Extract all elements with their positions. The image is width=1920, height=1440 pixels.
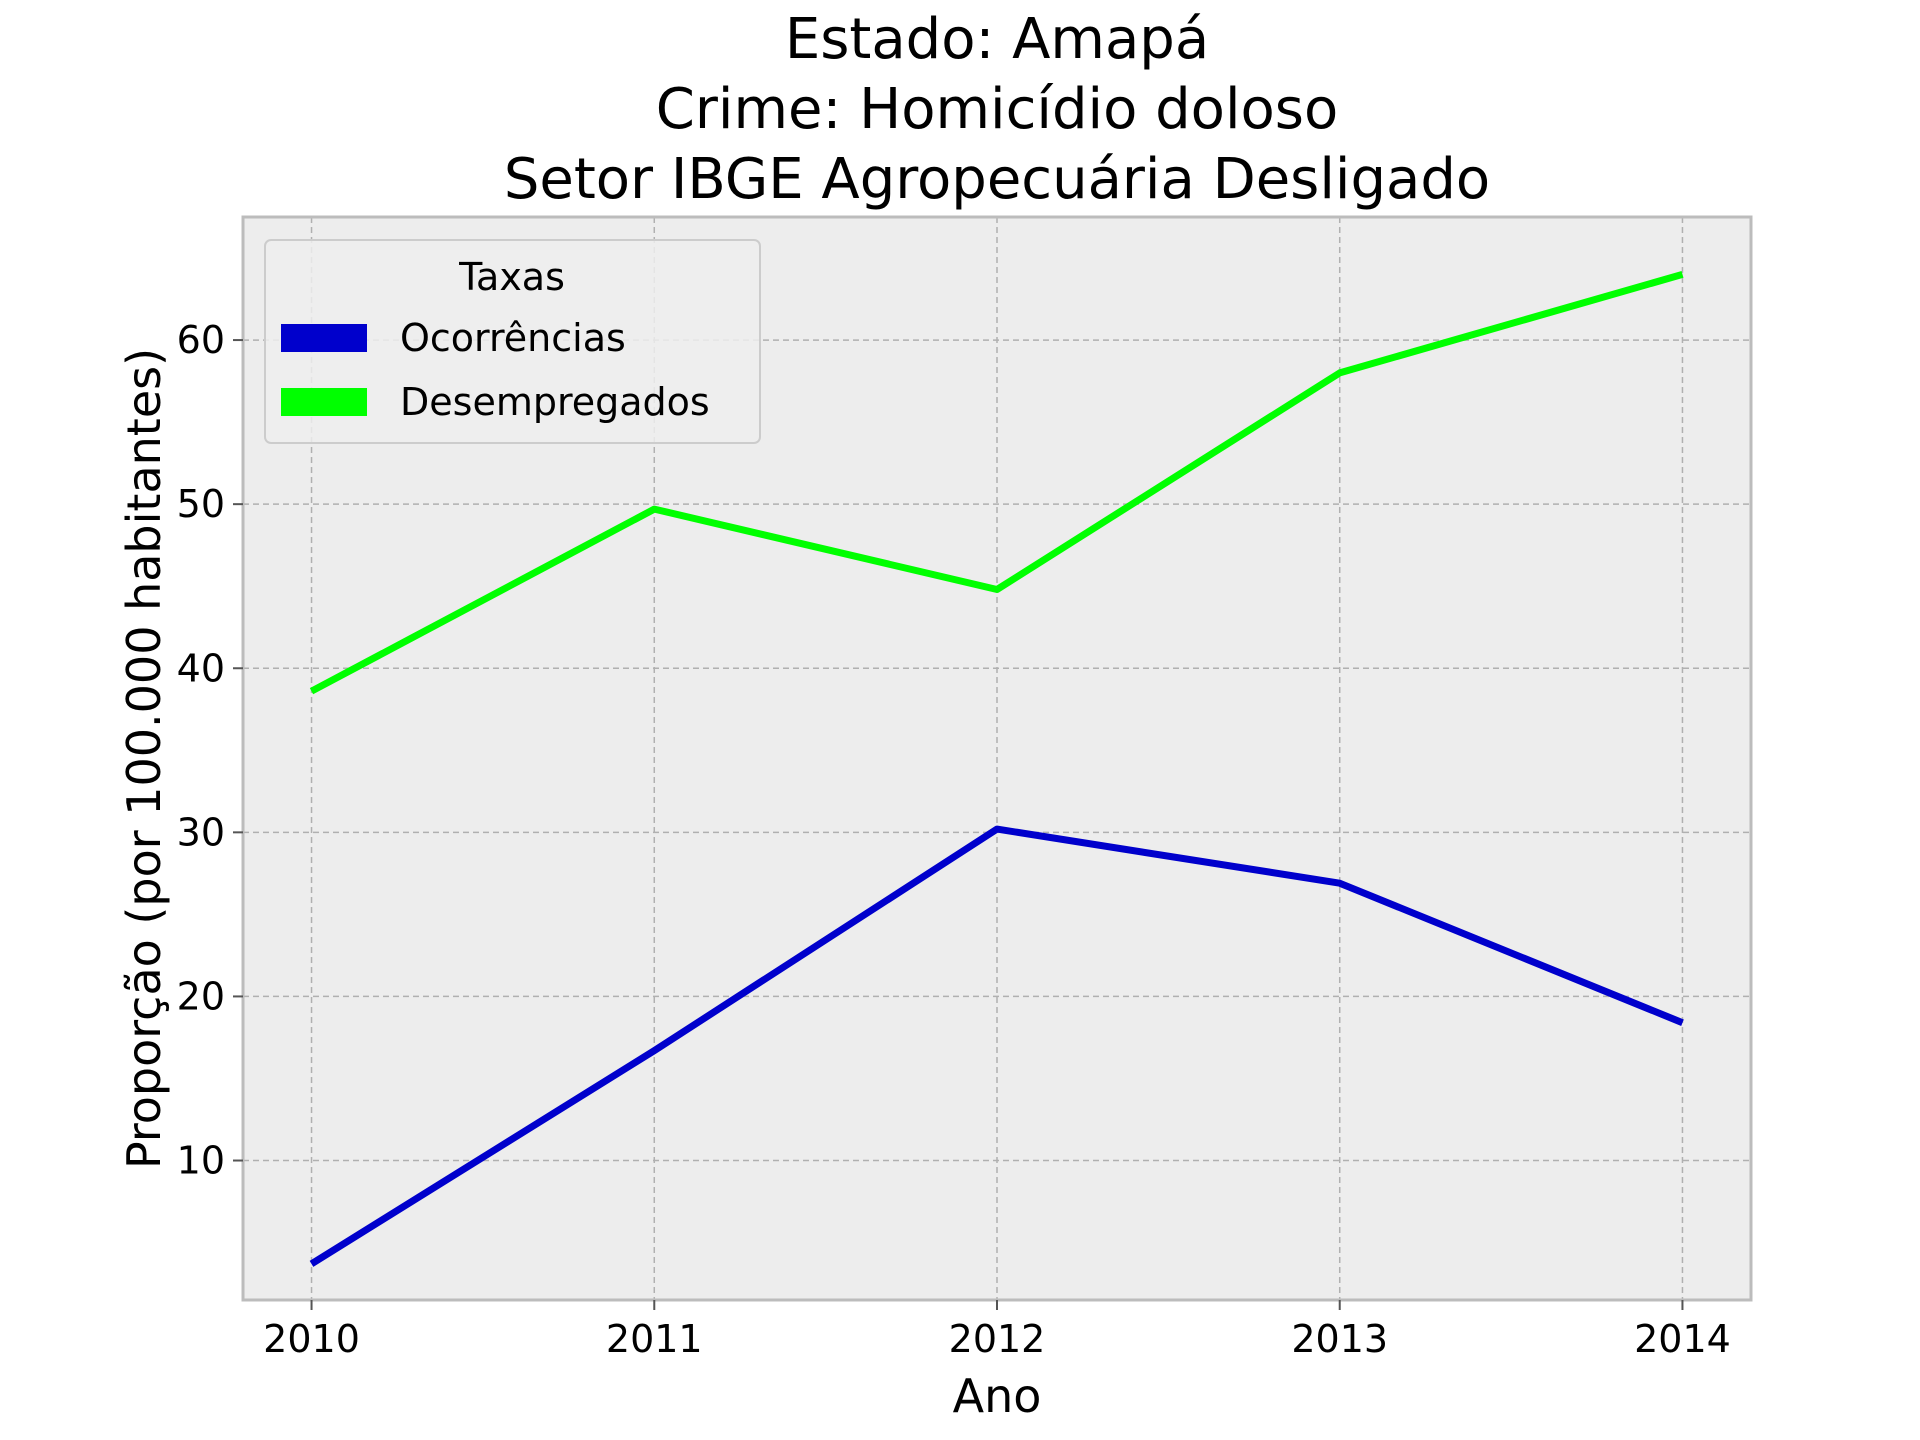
legend-entry-label: Desempregados — [400, 380, 710, 424]
y-tick-label: 30 — [177, 810, 225, 854]
legend-box — [264, 239, 761, 444]
x-tick-label: 2010 — [263, 1317, 360, 1361]
x-tick-label: 2013 — [1291, 1317, 1388, 1361]
chart-title-line-2: Crime: Homicídio doloso — [656, 77, 1338, 142]
y-tick-label: 10 — [177, 1139, 225, 1183]
legend-title: Taxas — [458, 255, 565, 299]
x-axis-ticks: 2010 2011 2012 2013 2014 — [263, 1300, 1731, 1361]
chart-title-line-1: Estado: Amapá — [785, 7, 1209, 72]
series-line-ocorrencias — [309, 825, 1684, 1267]
legend-swatch — [281, 388, 367, 416]
legend-swatch — [281, 324, 367, 352]
series-layer — [309, 271, 1684, 1267]
legend: Taxas Ocorrências Desempregados — [264, 239, 761, 444]
legend-entry-label: Ocorrências — [400, 316, 626, 360]
y-axis-label: Proporção (por 100.000 habitantes) — [117, 348, 171, 1169]
y-axis-ticks: 10 20 30 40 50 60 — [177, 318, 243, 1183]
x-tick-label: 2012 — [949, 1317, 1046, 1361]
y-tick-label: 20 — [177, 974, 225, 1018]
y-tick-label: 60 — [177, 318, 225, 362]
y-tick-label: 50 — [177, 482, 225, 526]
x-tick-label: 2014 — [1634, 1317, 1731, 1361]
chart-title-line-3: Setor IBGE Agropecuária Desligado — [504, 147, 1490, 212]
x-axis-label: Ano — [953, 1369, 1042, 1423]
x-tick-label: 2011 — [606, 1317, 703, 1361]
series-line-desempregados — [309, 271, 1684, 695]
y-tick-label: 40 — [177, 646, 225, 690]
